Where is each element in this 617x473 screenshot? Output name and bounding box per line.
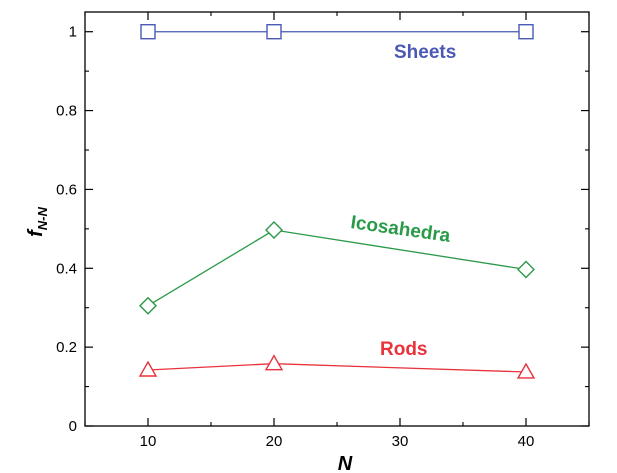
data-point-sheets (266, 24, 282, 40)
y-axis-label: fN-N (25, 207, 50, 237)
x-axis-label: N (338, 453, 353, 473)
y-tick-label: 0 (69, 418, 77, 435)
series-label-icosahedra: Icosahedra (349, 212, 452, 247)
data-point-rods (264, 354, 284, 371)
x-tick-label: 30 (392, 433, 409, 450)
svg-text:fN-N: fN-N (25, 207, 50, 237)
y-tick-label: 0.6 (56, 181, 77, 198)
x-tick-label: 20 (266, 433, 283, 450)
data-point-icosahedra (517, 260, 535, 279)
plot-frame (84, 11, 590, 427)
series-label-rods: Rods (380, 339, 428, 360)
x-tick-label: 10 (140, 433, 157, 450)
series-line-rods (147, 363, 527, 373)
data-point-sheets (140, 24, 156, 40)
y-axis-label-sub: N-N (35, 207, 50, 231)
series-line-icosahedra (147, 229, 527, 307)
y-tick-label: 0.2 (56, 339, 77, 356)
axis-ticks: 10 20 30 40 0 0.2 0.4 0.6 0.8 1 (56, 12, 590, 450)
y-axis-label-main: f (25, 228, 47, 237)
y-tick-label: 1 (69, 24, 77, 41)
series-label-sheets: Sheets (394, 42, 456, 63)
y-tick-label: 0.4 (56, 260, 77, 277)
y-tick-label: 0.8 (56, 103, 77, 120)
series-group (138, 24, 536, 379)
data-point-sheets (518, 24, 534, 40)
data-point-rods (516, 362, 536, 379)
x-tick-label: 40 (518, 433, 535, 450)
data-point-rods (138, 360, 158, 377)
data-point-icosahedra (139, 296, 157, 315)
data-point-icosahedra (265, 221, 283, 240)
